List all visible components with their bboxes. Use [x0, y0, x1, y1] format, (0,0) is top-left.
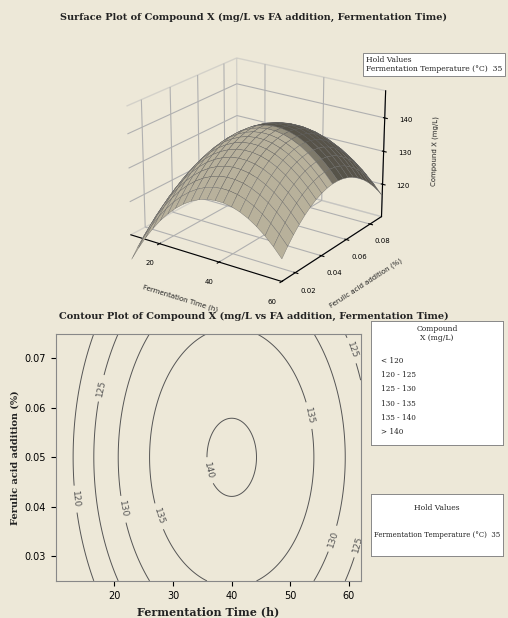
Text: 125: 125: [345, 341, 359, 360]
Text: Fermentation Temperature (°C)  35: Fermentation Temperature (°C) 35: [374, 531, 500, 540]
Text: 125 - 130: 125 - 130: [382, 386, 416, 393]
Text: Hold Values
Fermentation Temperature (°C)  35: Hold Values Fermentation Temperature (°C…: [366, 56, 502, 73]
Text: 130 - 135: 130 - 135: [382, 400, 416, 407]
Y-axis label: Ferulic acid addition (%): Ferulic acid addition (%): [10, 390, 19, 525]
Text: 120 - 125: 120 - 125: [382, 371, 417, 379]
X-axis label: Fermentation Time (h): Fermentation Time (h): [137, 606, 279, 617]
Text: 135: 135: [152, 507, 166, 526]
X-axis label: Fermentation Time (h): Fermentation Time (h): [142, 283, 219, 313]
Text: 130: 130: [326, 529, 340, 548]
Text: 125: 125: [352, 535, 365, 554]
Text: 135 - 140: 135 - 140: [382, 414, 416, 421]
Text: Surface Plot of Compound X (mg/L vs FA addition, Fermentation Time): Surface Plot of Compound X (mg/L vs FA a…: [60, 12, 448, 22]
Text: > 140: > 140: [382, 428, 404, 436]
Text: 120: 120: [70, 490, 81, 508]
Text: 140: 140: [202, 461, 215, 480]
Text: 125: 125: [95, 379, 107, 397]
Y-axis label: Ferulic acid addition (%): Ferulic acid addition (%): [329, 257, 403, 309]
Text: Hold Values: Hold Values: [414, 504, 460, 512]
Text: < 120: < 120: [382, 357, 404, 365]
Text: 135: 135: [303, 406, 315, 425]
Text: Contour Plot of Compound X (mg/L vs FA addition, Fermentation Time): Contour Plot of Compound X (mg/L vs FA a…: [59, 312, 449, 321]
Text: Compound
X (mg/L): Compound X (mg/L): [416, 325, 458, 342]
Text: 130: 130: [117, 500, 129, 519]
